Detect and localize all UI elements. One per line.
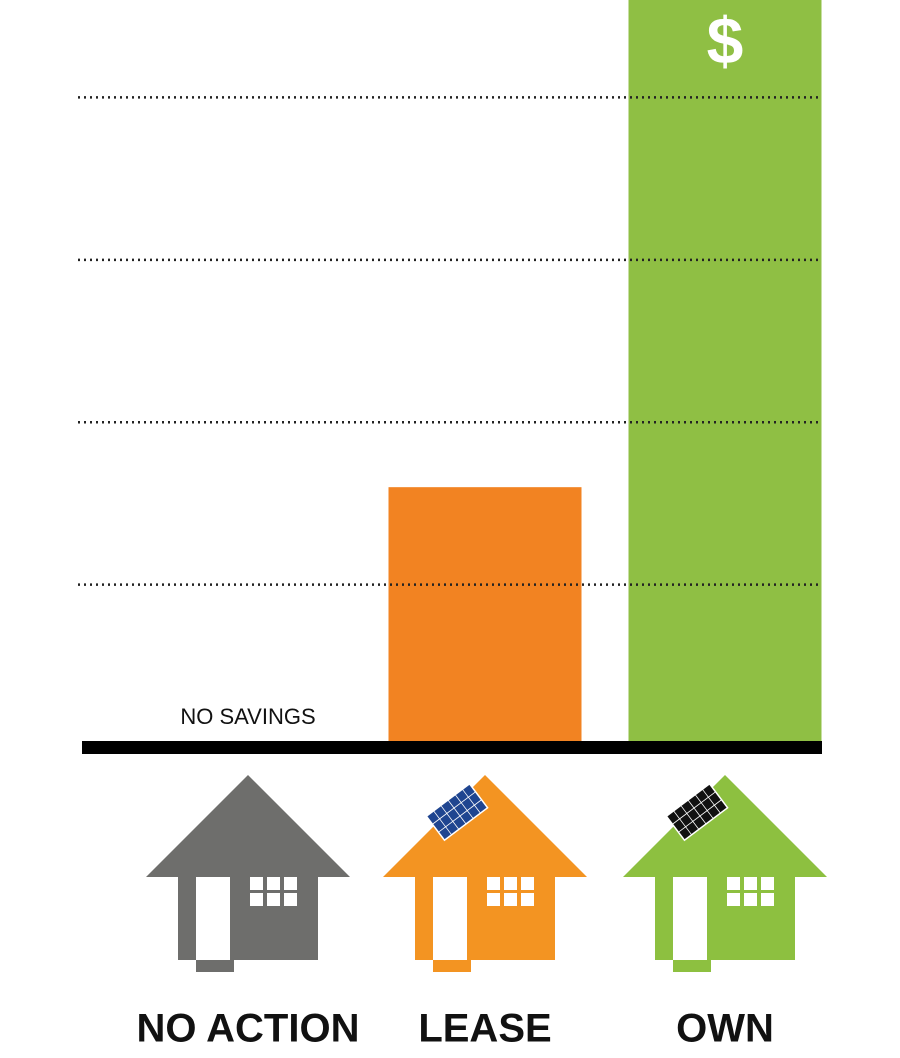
house-window [744,893,757,906]
panel-cell-line [454,794,474,819]
house-window [504,877,517,890]
house-icon [146,775,350,972]
panel-cell-line [433,810,452,836]
house-window [504,893,517,906]
panel-cell-line [673,810,692,836]
panel-cell-line [687,799,707,825]
house-body [623,775,827,960]
house-step [673,960,711,972]
house-window [487,877,500,890]
house-icon [623,775,827,972]
house-window [761,877,774,890]
house-body [146,775,350,960]
x-tick-label: OWN [676,1007,774,1051]
panel-cell-line [440,805,460,830]
bar [628,0,822,747]
panel-cell-line [702,788,721,814]
panel-cell-line [447,799,467,825]
annotation: $ [707,3,744,77]
house-window [521,893,534,906]
house-window [487,893,500,906]
house-body [383,775,587,960]
panel-cell-line [432,791,476,825]
house-window [250,893,263,906]
panel-cell-line [672,791,716,825]
house-window [250,877,263,890]
house-door [433,877,467,960]
baseline [82,741,822,754]
house-window [761,893,774,906]
panel-cell-line [680,805,700,830]
x-tick-label: LEASE [418,1007,551,1051]
x-tick-label: NO ACTION [137,1007,360,1051]
house-step [196,960,234,972]
house-window [727,877,740,890]
house-window [284,893,297,906]
house-window [284,877,297,890]
house-window [727,893,740,906]
panel-cell-line [438,799,482,833]
annotation: NO SAVINGS [180,704,315,729]
house-door [673,877,707,960]
panel-cell-line [694,794,714,819]
solar-panel [665,782,729,842]
house-step [433,960,471,972]
solar-panel [425,782,489,842]
house-window [267,893,280,906]
house-window [744,877,757,890]
panel-cell-line [678,799,722,833]
house-window [267,877,280,890]
house-window [521,877,534,890]
house-door [196,877,230,960]
house-icon [383,775,587,972]
bar [388,487,582,747]
panel-cell-line [462,788,481,814]
